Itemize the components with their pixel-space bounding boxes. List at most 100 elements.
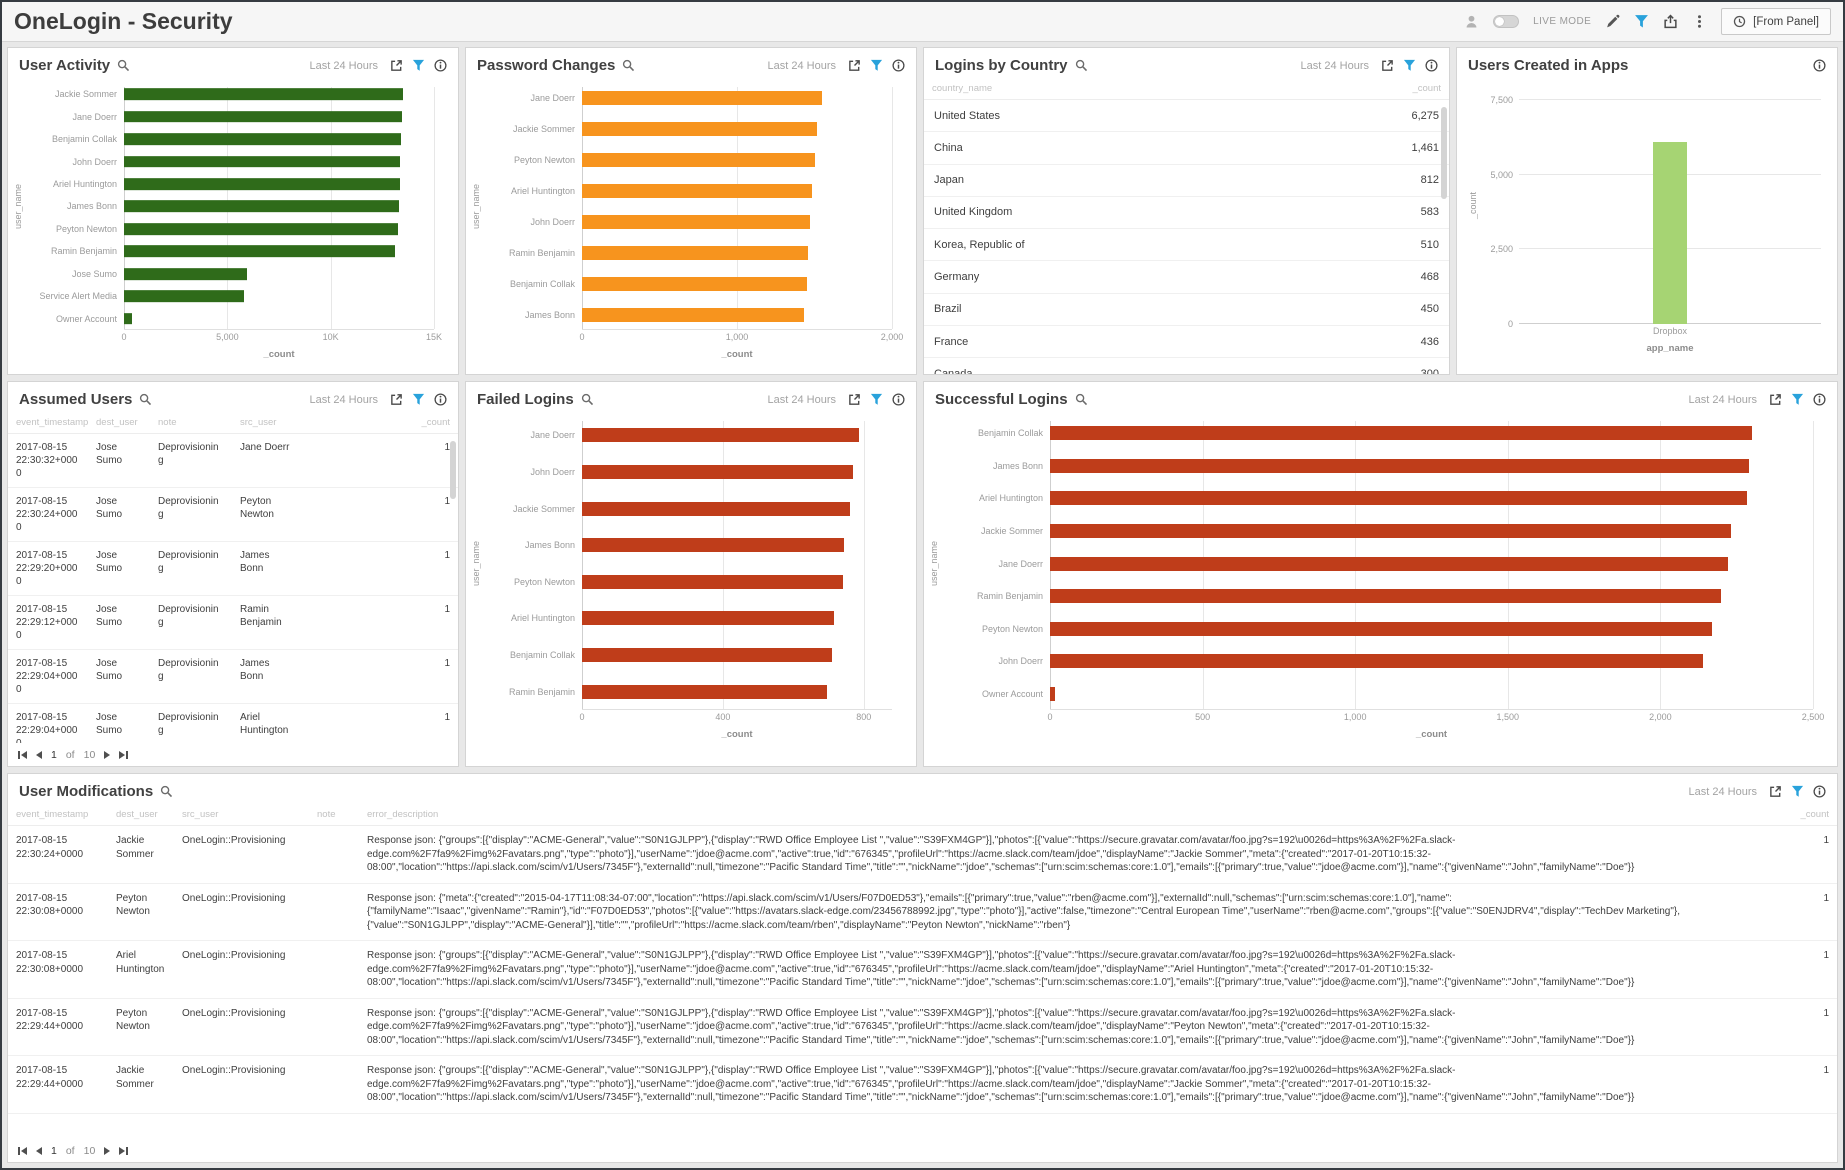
bar[interactable] [582, 91, 823, 106]
info-icon[interactable] [892, 59, 905, 72]
prev-page-button[interactable] [36, 1146, 42, 1155]
bar[interactable] [1050, 589, 1722, 604]
table-row[interactable]: 2017-08-15 22:29:44+0000 Jackie Sommer One… [8, 1055, 1837, 1114]
table-row[interactable]: Japan 812 [924, 164, 1449, 197]
bar[interactable] [1050, 654, 1704, 669]
expand-icon[interactable] [1381, 59, 1394, 72]
info-icon[interactable] [892, 393, 905, 406]
bar[interactable] [582, 611, 834, 626]
column-header[interactable]: error_description [359, 803, 1777, 826]
column-header[interactable]: dest_user [108, 803, 174, 826]
info-icon[interactable] [1813, 393, 1826, 406]
next-page-button[interactable] [104, 750, 111, 759]
last-page-button[interactable] [119, 750, 129, 759]
table-row[interactable]: 2017-08-15 22:30:08+0000 Ariel Huntington… [8, 940, 1837, 999]
column-header[interactable]: _count [1777, 803, 1837, 826]
filter-icon[interactable] [1791, 393, 1804, 406]
bar[interactable] [1653, 142, 1687, 324]
column-header[interactable]: country_name [924, 77, 1369, 100]
table-row[interactable]: China 1,461 [924, 131, 1449, 165]
bar[interactable] [124, 312, 133, 325]
table-row[interactable]: 2017-08-15 22:30:32+0000 Jose Sumo Deprovi… [8, 433, 458, 488]
table-row[interactable]: 2017-08-15 22:30:08+0000 Peyton Newton One… [8, 883, 1837, 941]
expand-icon[interactable] [848, 59, 861, 72]
expand-icon[interactable] [1769, 393, 1782, 406]
bar[interactable] [582, 684, 827, 699]
table-row[interactable]: 2017-08-15 22:29:44+0000 Peyton Newton One… [8, 998, 1837, 1056]
column-header[interactable]: src_user [174, 803, 309, 826]
bar[interactable] [1050, 426, 1752, 441]
last-page-button[interactable] [119, 1146, 129, 1155]
kebab-menu-icon[interactable] [1692, 14, 1707, 29]
bar[interactable] [582, 122, 817, 137]
expand-icon[interactable] [1769, 785, 1782, 798]
scrollbar[interactable] [1441, 107, 1447, 199]
bar[interactable] [582, 245, 809, 260]
bar[interactable] [124, 178, 400, 190]
bar[interactable] [124, 290, 244, 303]
bar[interactable] [582, 464, 854, 479]
filter-icon[interactable] [870, 59, 883, 72]
bar[interactable] [124, 223, 398, 235]
edit-pencil-icon[interactable] [1605, 14, 1620, 29]
bar[interactable] [124, 88, 403, 101]
bar[interactable] [124, 200, 399, 213]
column-header[interactable]: note [150, 411, 232, 434]
bar[interactable] [582, 307, 805, 322]
table-row[interactable]: United States 6,275 [924, 99, 1449, 133]
bar[interactable] [1050, 556, 1728, 571]
filter-icon[interactable] [870, 393, 883, 406]
table-row[interactable]: Korea, Republic of 510 [924, 228, 1449, 262]
filter-icon[interactable] [1403, 59, 1416, 72]
bar[interactable] [1050, 686, 1055, 701]
expand-icon[interactable] [848, 393, 861, 406]
bar[interactable] [1050, 458, 1749, 473]
zoom-icon[interactable] [1075, 59, 1088, 72]
column-header[interactable]: note [309, 803, 359, 826]
bar[interactable] [1050, 523, 1731, 538]
info-icon[interactable] [1425, 59, 1438, 72]
zoom-icon[interactable] [117, 59, 130, 72]
bar[interactable] [582, 574, 843, 589]
bar[interactable] [1050, 621, 1713, 636]
next-page-button[interactable] [104, 1146, 111, 1155]
bar[interactable] [124, 155, 400, 168]
from-panel-chip[interactable]: [From Panel] [1721, 8, 1831, 35]
bar[interactable] [582, 648, 833, 663]
zoom-icon[interactable] [1075, 393, 1088, 406]
info-icon[interactable] [1813, 785, 1826, 798]
first-page-button[interactable] [18, 1146, 27, 1155]
column-header[interactable]: _count [302, 411, 458, 434]
bar[interactable] [582, 538, 845, 553]
first-page-button[interactable] [18, 750, 27, 759]
bar[interactable] [1050, 491, 1748, 506]
column-header[interactable]: _count [1369, 77, 1449, 100]
table-row[interactable]: 2017-08-15 22:30:24+0000 Jackie Sommer One… [8, 825, 1837, 884]
column-header[interactable]: dest_user [88, 411, 150, 434]
info-icon[interactable] [434, 59, 447, 72]
column-header[interactable]: event_timestamp [8, 803, 108, 826]
filter-icon[interactable] [412, 393, 425, 406]
bar[interactable] [582, 428, 859, 443]
zoom-icon[interactable] [581, 393, 594, 406]
table-row[interactable]: 2017-08-15 22:29:12+0000 Jose Sumo Deprovi… [8, 595, 458, 650]
scrollbar[interactable] [450, 441, 456, 499]
bar[interactable] [582, 501, 850, 516]
bar[interactable] [124, 245, 395, 258]
table-row[interactable]: Brazil 450 [924, 293, 1449, 327]
table-row[interactable]: United Kingdom 583 [924, 196, 1449, 230]
bar[interactable] [582, 184, 813, 199]
table-row[interactable]: Germany 468 [924, 260, 1449, 294]
expand-icon[interactable] [390, 59, 403, 72]
column-header[interactable]: src_user [232, 411, 302, 434]
table-row[interactable]: France 436 [924, 325, 1449, 359]
zoom-icon[interactable] [622, 59, 635, 72]
filter-icon[interactable] [412, 59, 425, 72]
bar[interactable] [582, 276, 807, 291]
bar[interactable] [124, 110, 402, 123]
bar[interactable] [582, 214, 810, 229]
table-row[interactable]: 2017-08-15 22:29:20+0000 Jose Sumo Deprovi… [8, 541, 458, 596]
zoom-icon[interactable] [160, 785, 173, 798]
table-row[interactable]: Canada 300 [924, 357, 1449, 374]
expand-icon[interactable] [390, 393, 403, 406]
